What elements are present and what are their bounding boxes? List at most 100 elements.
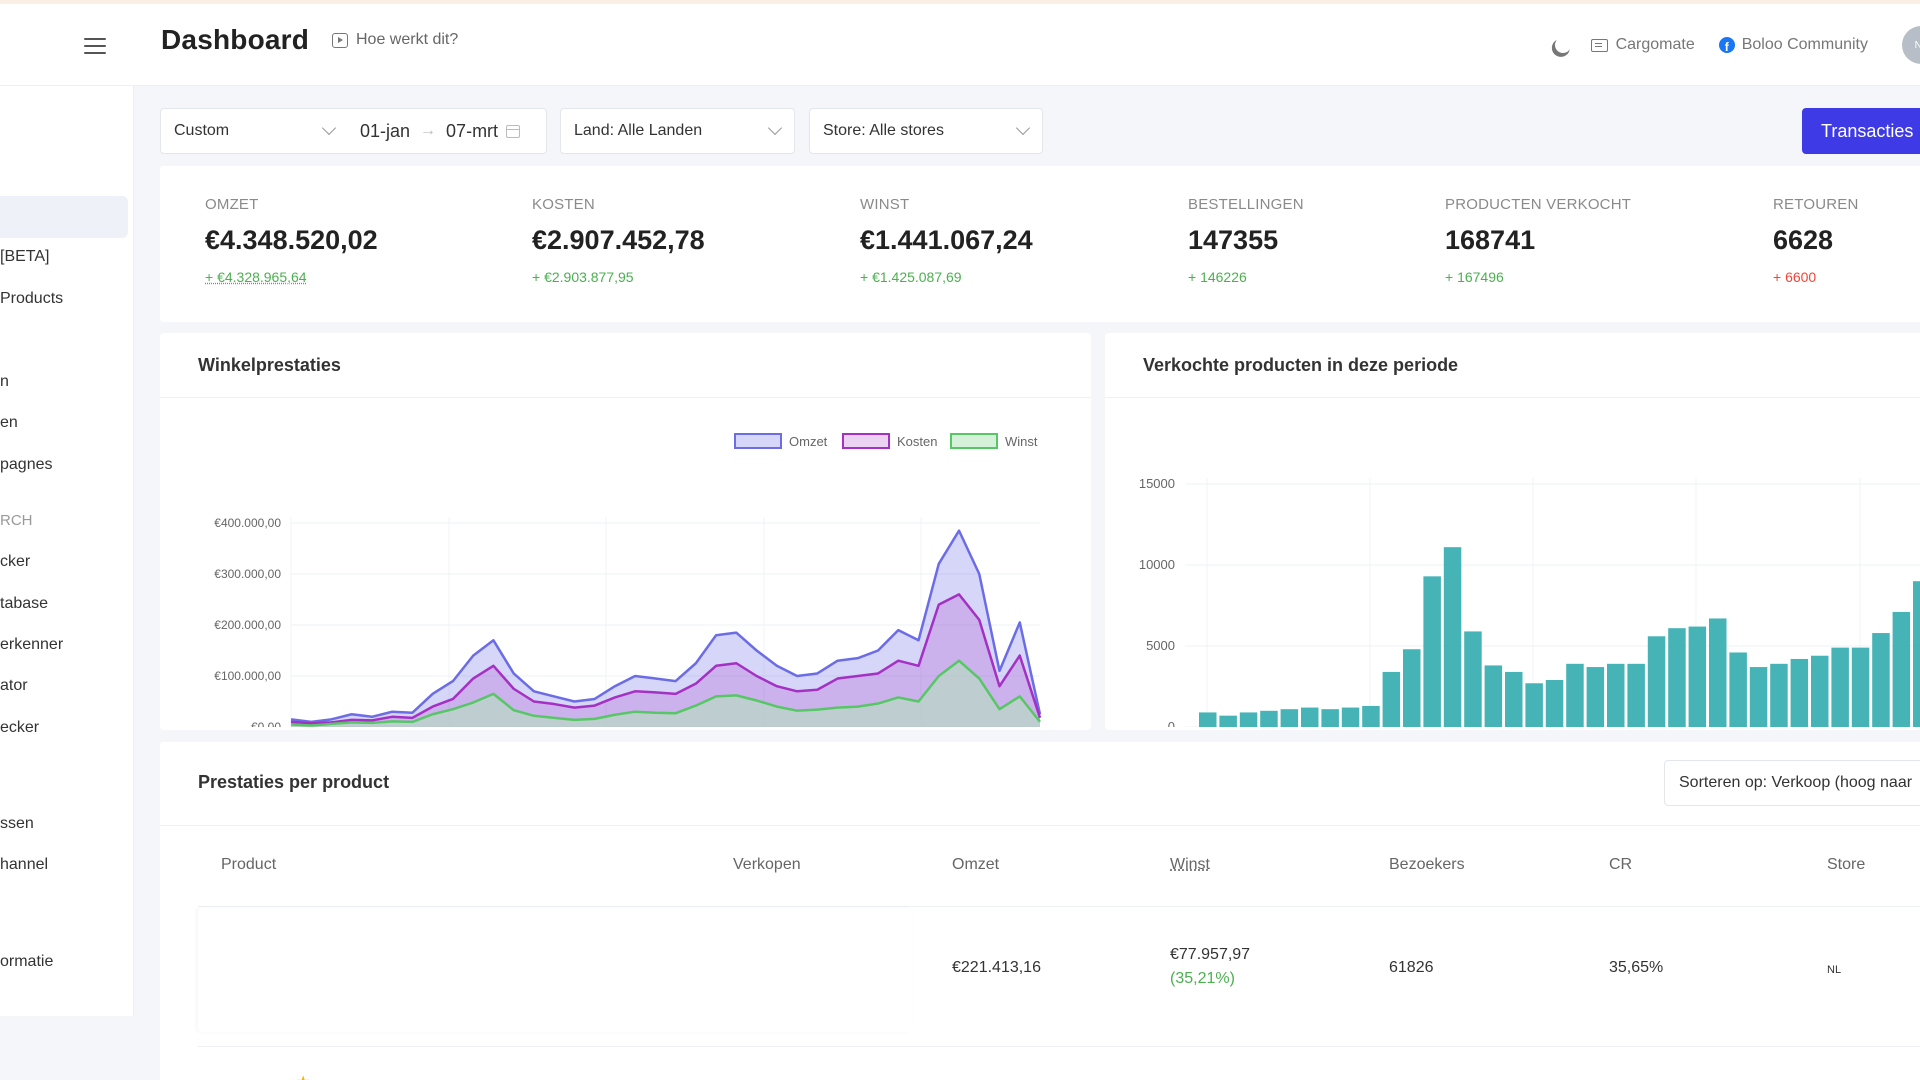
kpi-label: WINST [860, 196, 1033, 213]
sidebar-item-beta[interactable]: [BETA] [0, 248, 50, 266]
chevron-down-icon [322, 121, 336, 135]
sidebar-item-database[interactable]: tabase [0, 595, 48, 613]
bar [1525, 683, 1543, 727]
sidebar-item-channel[interactable]: hannel [0, 856, 48, 874]
cell-omzet: €221.413,16 [952, 959, 1041, 977]
kpi-delta[interactable]: + €4.328.965,64 [205, 269, 378, 285]
bar [1362, 706, 1380, 727]
y-tick-label: €400.000,00 [214, 516, 281, 530]
bar [1566, 664, 1584, 727]
winkelprestaties-card: Winkelprestaties €0,00 €100.000,00 €200.00… [160, 333, 1091, 730]
bar [1852, 648, 1870, 727]
legend-label: Omzet [789, 434, 828, 449]
sidebar-item-informatie[interactable]: ormatie [0, 953, 53, 971]
sidebar-section-label: RCH [0, 512, 33, 529]
legend-swatch [843, 434, 889, 448]
community-link[interactable]: f Boloo Community [1719, 36, 1868, 54]
bar [1648, 636, 1666, 727]
y-tick-label: 15000 [1139, 476, 1175, 491]
sidebar-item[interactable]: ssen [0, 815, 34, 833]
page-title: Dashboard [161, 24, 309, 56]
column-header-product[interactable]: Product [221, 856, 276, 874]
sidebar-item-campagnes[interactable]: pagnes [0, 456, 53, 474]
kpi-value: 147355 [1188, 225, 1304, 256]
bar [1709, 618, 1727, 727]
column-header-store[interactable]: Store [1827, 856, 1865, 874]
sidebar-item-products[interactable]: Products [0, 290, 63, 308]
store-select[interactable]: Store: Alle stores [809, 108, 1043, 154]
bar [1546, 680, 1564, 727]
menu-icon[interactable] [84, 38, 106, 54]
top-header: Dashboard Hoe werkt dit? Cargomate f Bol… [0, 4, 1920, 86]
period-select[interactable]: Custom [160, 108, 349, 154]
cargomate-label: Cargomate [1616, 36, 1695, 54]
column-header-verkopen[interactable]: Verkopen [733, 856, 801, 874]
bar [1199, 712, 1217, 727]
legend-swatch [735, 434, 781, 448]
sort-select[interactable]: Sorteren op: Verkoop (hoog naar [1664, 760, 1920, 806]
bar [1281, 709, 1299, 727]
bar [1791, 659, 1809, 727]
column-header-cr[interactable]: CR [1609, 856, 1632, 874]
moon-icon[interactable] [1549, 35, 1569, 55]
verkochte-producten-card: Verkochte producten in deze periode 0 500… [1105, 333, 1920, 730]
sidebar-item-active[interactable] [0, 196, 128, 238]
bar [1913, 581, 1920, 727]
bar [1668, 628, 1686, 727]
kpi-label: BESTELLINGEN [1188, 196, 1304, 213]
sidebar-item-calculator[interactable]: ator [0, 677, 28, 695]
country-select[interactable]: Land: Alle Landen [560, 108, 795, 154]
table-row [198, 1046, 1920, 1080]
kpi-omzet: OMZET €4.348.520,02 + €4.328.965,64 [205, 196, 378, 285]
bar [1444, 547, 1462, 727]
cell-winst: €77.957,97 [1170, 946, 1250, 964]
kpi-delta: + 167496 [1445, 269, 1631, 285]
avatar[interactable]: NL [1902, 26, 1920, 64]
kpi-label: KOSTEN [532, 196, 705, 213]
bar [1383, 672, 1401, 727]
truck-icon [1591, 39, 1608, 52]
help-link[interactable]: Hoe werkt dit? [332, 31, 458, 49]
sidebar-item-checker[interactable]: ecker [0, 719, 39, 737]
bar [1872, 633, 1890, 727]
bar [1485, 665, 1503, 727]
bar [1342, 708, 1360, 727]
transactions-button[interactable]: Transacties [1802, 108, 1920, 154]
kpi-winst: WINST €1.441.067,24 + €1.425.087,69 [860, 196, 1033, 285]
column-header-omzet[interactable]: Omzet [952, 856, 999, 874]
product-cell-placeholder [198, 908, 912, 1032]
sidebar-item-herkenner[interactable]: erkenner [0, 636, 63, 654]
legend-label: Kosten [897, 434, 937, 449]
sidebar-item-tracker[interactable]: cker [0, 553, 30, 571]
kpi-value: 168741 [1445, 225, 1631, 256]
y-tick-label: €200.000,00 [214, 618, 281, 632]
kpi-value: €4.348.520,02 [205, 225, 378, 256]
y-tick-label: 5000 [1146, 638, 1175, 653]
kpi-retouren: RETOUREN 6628 + 6600 [1773, 196, 1859, 285]
bar [1770, 664, 1788, 727]
cargomate-link[interactable]: Cargomate [1591, 36, 1695, 54]
bar [1423, 576, 1441, 727]
kpi-value: €1.441.067,24 [860, 225, 1033, 256]
bar [1240, 712, 1258, 727]
kpi-delta: + 146226 [1188, 269, 1304, 285]
sidebar-item[interactable]: n [0, 373, 9, 391]
date-range-picker[interactable]: 01-jan → 07-mrt [348, 108, 547, 154]
community-label: Boloo Community [1742, 36, 1868, 54]
column-header-winst[interactable]: Winst [1170, 856, 1210, 874]
chart-title: Verkochte producten in deze periode [1143, 355, 1458, 376]
chevron-down-icon [1016, 121, 1030, 135]
kpi-label: RETOUREN [1773, 196, 1859, 213]
cell-winst-pct: (35,21%) [1170, 970, 1235, 988]
bar [1301, 708, 1319, 727]
kpi-bestellingen: BESTELLINGEN 147355 + 146226 [1188, 196, 1304, 285]
legend-swatch [951, 434, 997, 448]
column-header-bezoekers[interactable]: Bezoekers [1389, 856, 1465, 874]
kpi-panel: OMZET €4.348.520,02 + €4.328.965,64 KOST… [160, 166, 1920, 322]
bar [1831, 648, 1849, 727]
kpi-label: PRODUCTEN VERKOCHT [1445, 196, 1631, 213]
sidebar-item[interactable]: en [0, 414, 18, 432]
bar [1321, 709, 1339, 727]
calendar-icon [506, 125, 520, 138]
y-tick-label: €100.000,00 [214, 669, 281, 683]
